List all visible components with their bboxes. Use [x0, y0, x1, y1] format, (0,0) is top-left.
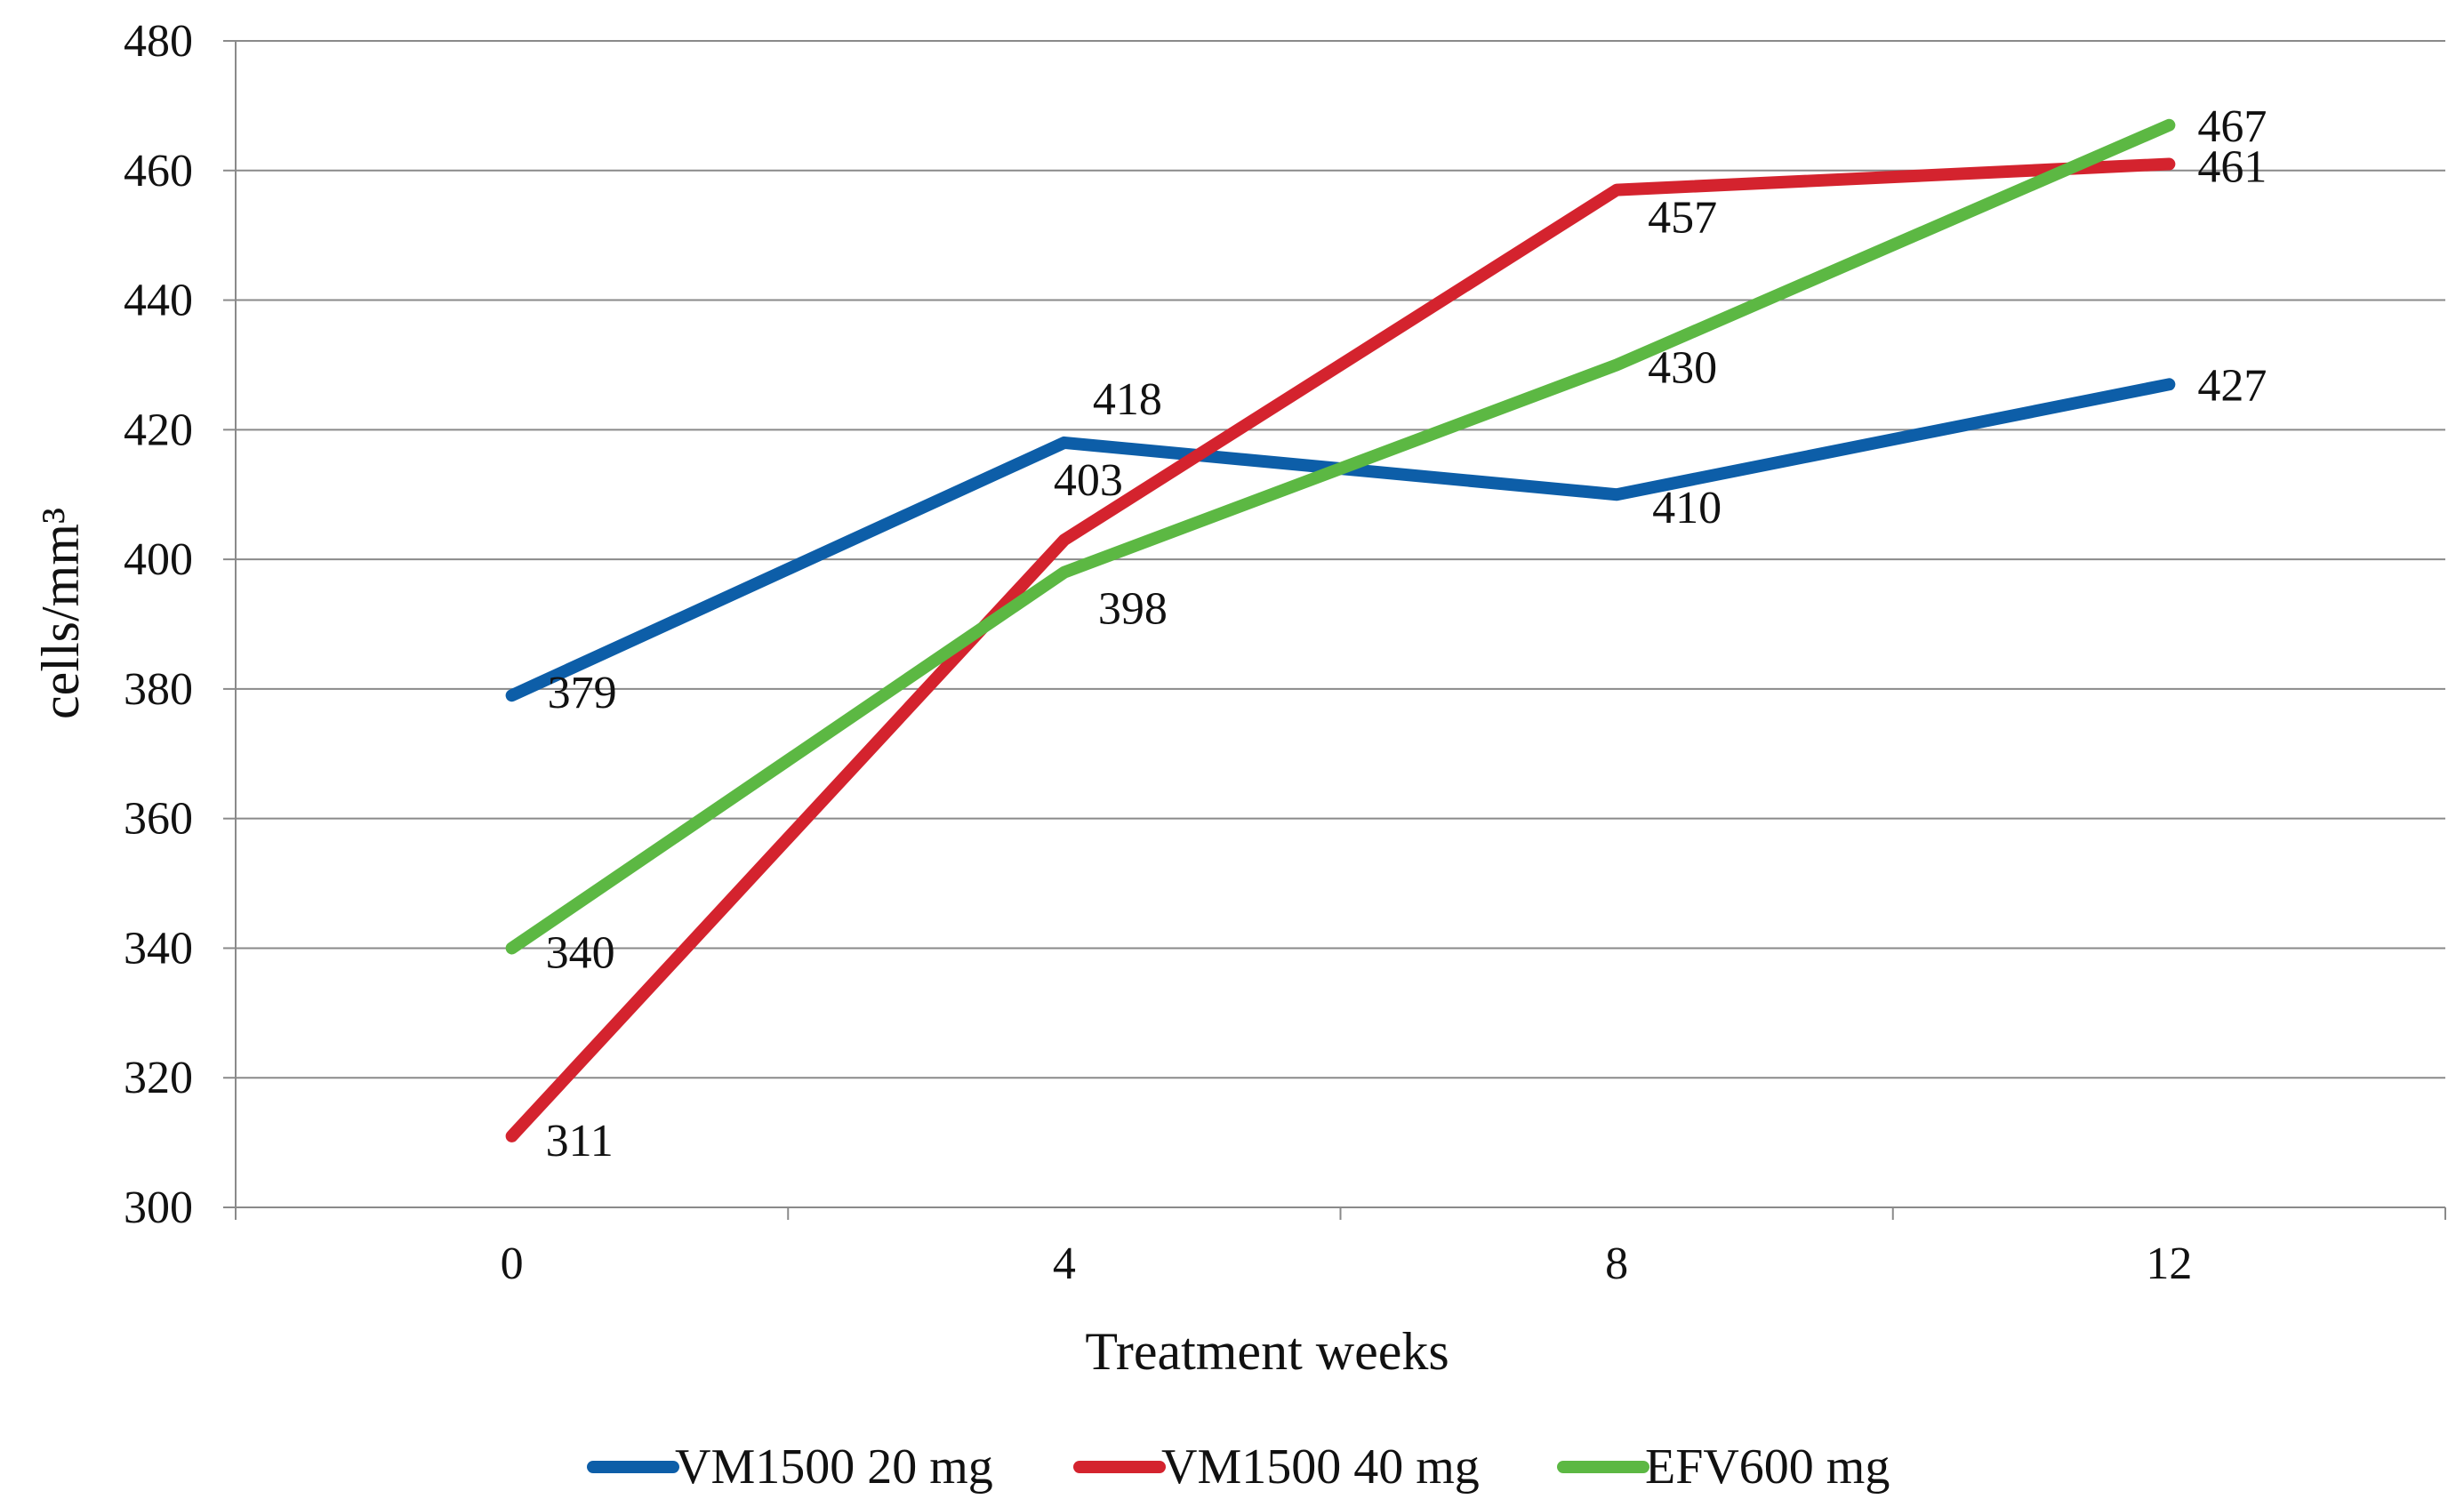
axes: 300 320 340 360 380 400 420 440 460 480 0 4 8 12 — [124, 16, 2446, 1289]
data-label: 403 — [1054, 455, 1123, 506]
y-tick-label: 460 — [124, 146, 193, 196]
data-label: 379 — [548, 668, 617, 718]
x-tick-label: 12 — [2146, 1238, 2192, 1289]
data-label: 467 — [2197, 101, 2267, 152]
legend-label: VM1500 20 mg — [675, 1439, 993, 1495]
series-line-3 — [505, 118, 2176, 955]
data-label: 311 — [546, 1116, 614, 1166]
y-tick-label: 480 — [124, 16, 193, 67]
legend: VM1500 20 mg VM1500 40 mg EFV600 mg — [587, 1439, 1890, 1495]
x-tick-label: 4 — [1053, 1238, 1076, 1289]
legend-label: VM1500 40 mg — [1161, 1439, 1480, 1495]
data-label: 430 — [1648, 342, 1717, 393]
data-label: 461 — [2197, 141, 2267, 192]
gridlines — [236, 40, 2445, 1208]
data-label: 340 — [546, 927, 615, 978]
axis-titles: Treatment weeks cells/mm³ — [31, 508, 1449, 1381]
data-label: 457 — [1648, 193, 1717, 244]
y-tick-label: 380 — [124, 664, 193, 715]
data-label: 410 — [1652, 483, 1722, 533]
data-label: 427 — [2197, 360, 2267, 411]
y-tick-label: 400 — [124, 534, 193, 585]
data-labels: 379 418 410 427 311 403 457 461 340 398 430 467 — [546, 101, 2267, 1166]
data-label: 398 — [1098, 584, 1168, 635]
y-tick-label: 420 — [124, 405, 193, 455]
x-tick-label: 0 — [501, 1238, 524, 1289]
y-axis-title: cells/mm³ — [31, 508, 90, 719]
y-tick-label: 440 — [124, 276, 193, 326]
series-lines — [505, 118, 2176, 1142]
data-label: 418 — [1093, 374, 1162, 425]
y-tick-label: 320 — [124, 1053, 193, 1103]
x-tick-label: 8 — [1605, 1238, 1628, 1289]
legend-label: EFV600 mg — [1645, 1439, 1890, 1495]
y-tick-label: 360 — [124, 794, 193, 845]
y-tick-label: 300 — [124, 1182, 193, 1233]
series-line-1 — [505, 378, 2176, 702]
x-axis-title: Treatment weeks — [1085, 1322, 1449, 1381]
series-line-2 — [505, 157, 2176, 1142]
y-tick-label: 340 — [124, 923, 193, 974]
